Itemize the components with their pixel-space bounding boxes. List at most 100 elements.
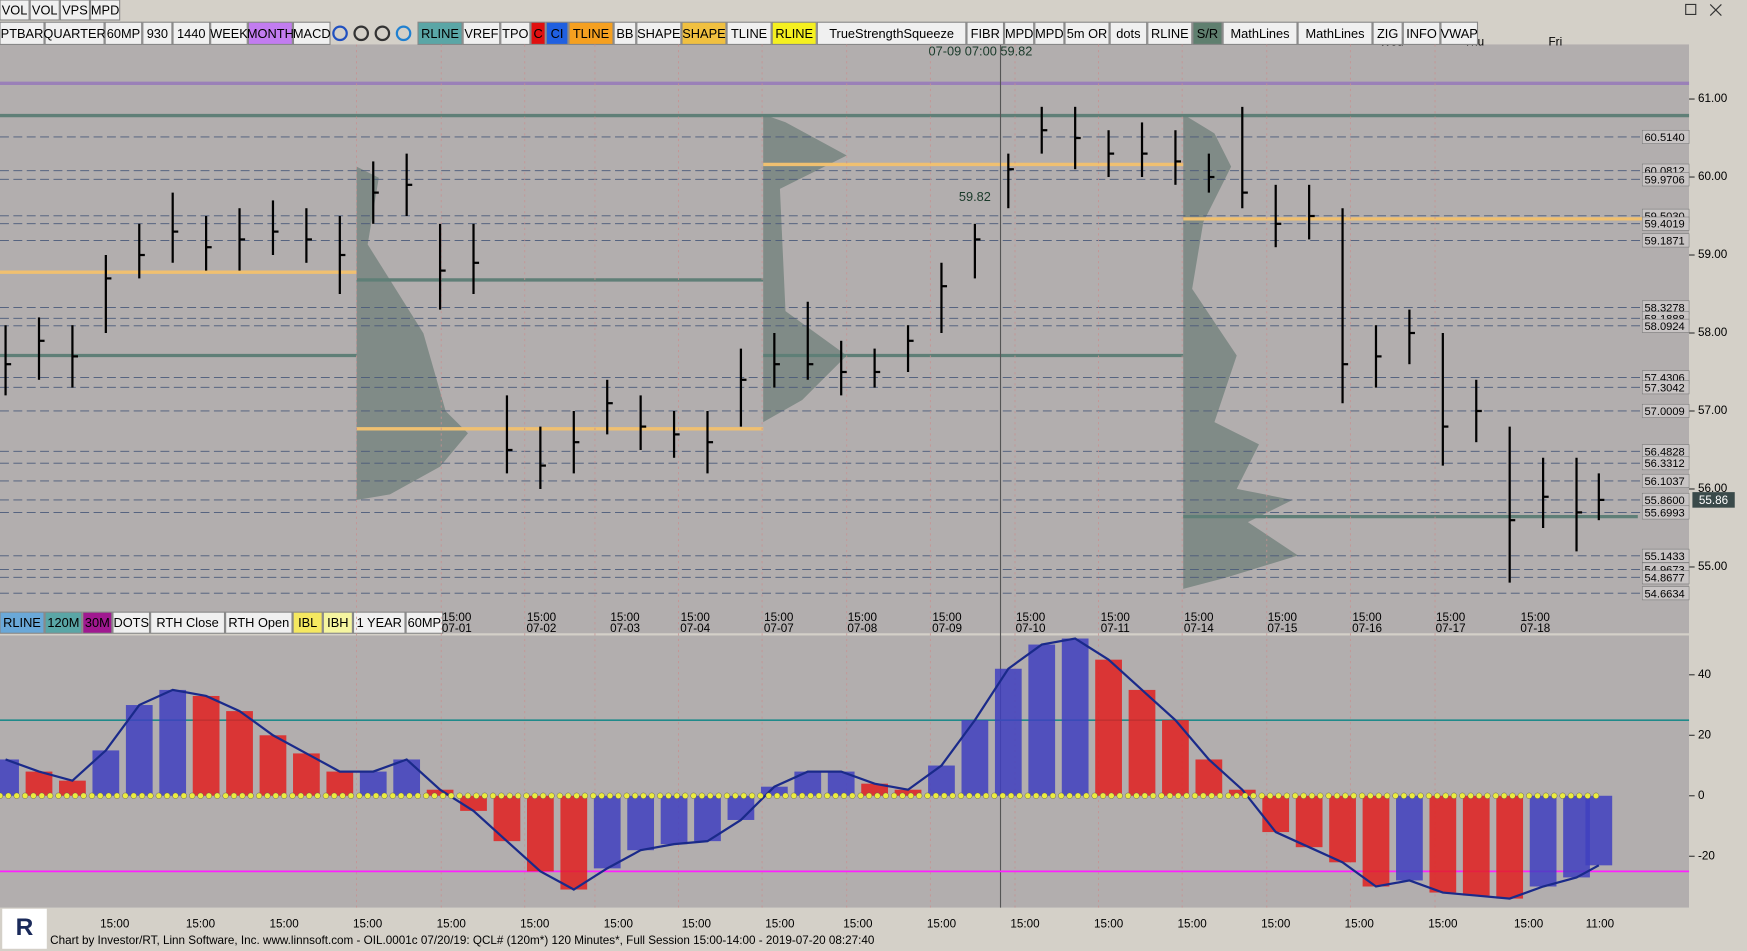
toolbar-button[interactable] bbox=[1192, 21, 1223, 45]
date-time-label: 15:00 bbox=[1016, 611, 1046, 624]
toolbar-button[interactable] bbox=[1402, 21, 1441, 45]
zero-dot bbox=[824, 792, 831, 799]
zero-dot bbox=[21, 792, 29, 799]
zero-dot bbox=[372, 792, 380, 799]
zero-dot bbox=[941, 792, 948, 799]
toolbar-button[interactable] bbox=[142, 21, 173, 45]
zero-dot bbox=[1241, 792, 1249, 799]
toolbar-button[interactable] bbox=[322, 611, 353, 634]
toolbar-button[interactable] bbox=[1297, 21, 1373, 45]
toolbar-button[interactable] bbox=[1147, 21, 1193, 45]
toolbar-button[interactable] bbox=[771, 21, 817, 45]
toolbar-button[interactable] bbox=[0, 21, 45, 45]
toolbar-button[interactable] bbox=[681, 21, 727, 45]
level-label: 56.4828 bbox=[1644, 446, 1684, 458]
zero-dot bbox=[523, 792, 530, 799]
toolbar-button[interactable] bbox=[292, 21, 331, 45]
toolbar-icon[interactable] bbox=[353, 25, 370, 42]
toolbar-button[interactable] bbox=[59, 0, 91, 21]
toolbar-button[interactable] bbox=[462, 21, 501, 45]
zero-dot bbox=[30, 792, 37, 799]
toolbar-button[interactable] bbox=[530, 21, 546, 45]
toolbar-button[interactable] bbox=[29, 0, 60, 21]
toolbar-icon[interactable] bbox=[332, 25, 348, 42]
toolbar-button[interactable] bbox=[292, 611, 323, 634]
button-label: VWAP bbox=[1441, 26, 1478, 41]
toolbar-button[interactable] bbox=[90, 0, 121, 21]
date-time-label: 15:00 bbox=[1184, 611, 1214, 624]
zero-dot bbox=[732, 792, 739, 799]
toolbar-button[interactable] bbox=[44, 21, 105, 45]
histogram-bar bbox=[861, 783, 888, 796]
button-label: MPD bbox=[1035, 26, 1063, 41]
toolbar-button[interactable] bbox=[966, 21, 1005, 45]
histogram-bar bbox=[526, 795, 554, 872]
toolbar-button[interactable] bbox=[44, 611, 83, 634]
price-axis bbox=[1689, 22, 1747, 634]
toolbar-button[interactable] bbox=[210, 21, 248, 45]
zero-dot bbox=[1450, 792, 1458, 799]
toolbar-button[interactable] bbox=[1440, 21, 1479, 45]
toolbar-button[interactable] bbox=[1372, 21, 1403, 45]
zero-dot bbox=[13, 792, 20, 799]
toolbar-button[interactable] bbox=[545, 21, 569, 45]
zero-dot bbox=[155, 792, 162, 799]
toolbar-button[interactable] bbox=[1004, 21, 1035, 45]
toolbar-button[interactable] bbox=[417, 21, 463, 45]
toolbar-button[interactable] bbox=[112, 611, 151, 634]
time-label: 15:00 bbox=[437, 917, 467, 930]
toolbar-button[interactable] bbox=[568, 21, 614, 45]
level-label: 55.8600 bbox=[1644, 495, 1684, 507]
histogram-bar bbox=[259, 735, 287, 796]
toolbar-button[interactable] bbox=[726, 21, 772, 45]
toolbar-button[interactable] bbox=[82, 611, 113, 634]
button-label: 1440 bbox=[177, 26, 205, 41]
button-label: RLINE bbox=[421, 26, 459, 41]
toolbar-button[interactable] bbox=[0, 0, 30, 21]
zero-dot bbox=[707, 792, 714, 799]
toolbar-button[interactable] bbox=[816, 21, 967, 45]
restore-button[interactable] bbox=[1685, 3, 1697, 15]
zero-dot bbox=[1342, 792, 1349, 799]
zero-dot bbox=[774, 792, 781, 799]
toolbar-button[interactable] bbox=[613, 21, 637, 45]
zero-dot bbox=[97, 792, 104, 799]
histogram-bar bbox=[393, 759, 421, 796]
toolbar-button[interactable] bbox=[405, 611, 444, 634]
date-label: 07-04 bbox=[680, 622, 710, 635]
button-label: MathLines bbox=[1306, 26, 1365, 41]
zero-dot bbox=[874, 792, 881, 799]
button-label: BB bbox=[616, 26, 633, 41]
time-label: 15:00 bbox=[1261, 917, 1291, 930]
toolbar-button[interactable] bbox=[1064, 21, 1110, 45]
toolbar-button[interactable] bbox=[1034, 21, 1065, 45]
zero-dot bbox=[1559, 792, 1566, 799]
zero-dot bbox=[857, 792, 864, 799]
toolbar-button[interactable] bbox=[352, 611, 406, 634]
toolbar-button[interactable] bbox=[225, 611, 293, 634]
toolbar-button[interactable] bbox=[150, 611, 226, 634]
toolbar-button[interactable] bbox=[104, 21, 143, 45]
zero-dot bbox=[1074, 792, 1082, 799]
zero-dot bbox=[5, 792, 12, 799]
histogram-bar bbox=[928, 765, 955, 796]
zero-dot bbox=[949, 792, 956, 799]
histogram-bar bbox=[1529, 795, 1557, 887]
histogram-bar bbox=[293, 753, 320, 796]
toolbar-button[interactable] bbox=[247, 21, 293, 45]
toolbar-button[interactable] bbox=[172, 21, 211, 45]
toolbar-button[interactable] bbox=[1222, 21, 1298, 45]
toolbar-button[interactable] bbox=[1109, 21, 1148, 45]
zero-dot bbox=[514, 792, 522, 799]
zero-dot bbox=[130, 792, 137, 799]
zero-dot bbox=[406, 792, 413, 799]
toolbar-button[interactable] bbox=[636, 21, 682, 45]
histogram-bar bbox=[994, 668, 1022, 796]
level-box bbox=[1641, 570, 1690, 585]
toolbar-button[interactable] bbox=[0, 611, 45, 634]
zero-dot bbox=[280, 792, 288, 799]
zero-dot bbox=[306, 792, 313, 799]
toolbar-button[interactable] bbox=[500, 21, 531, 45]
toolbar-icon[interactable] bbox=[395, 25, 412, 42]
toolbar-icon[interactable] bbox=[374, 25, 391, 42]
